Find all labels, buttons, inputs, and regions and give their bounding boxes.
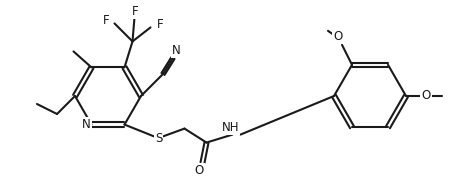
Text: F: F — [156, 18, 163, 31]
Text: N: N — [171, 45, 180, 57]
Text: O: O — [332, 30, 342, 43]
Text: O: O — [420, 89, 430, 103]
Text: NH: NH — [221, 121, 239, 134]
Text: F: F — [132, 5, 138, 18]
Text: O: O — [194, 164, 204, 177]
Text: N: N — [82, 118, 91, 131]
Text: F: F — [103, 14, 109, 27]
Text: S: S — [155, 132, 162, 145]
